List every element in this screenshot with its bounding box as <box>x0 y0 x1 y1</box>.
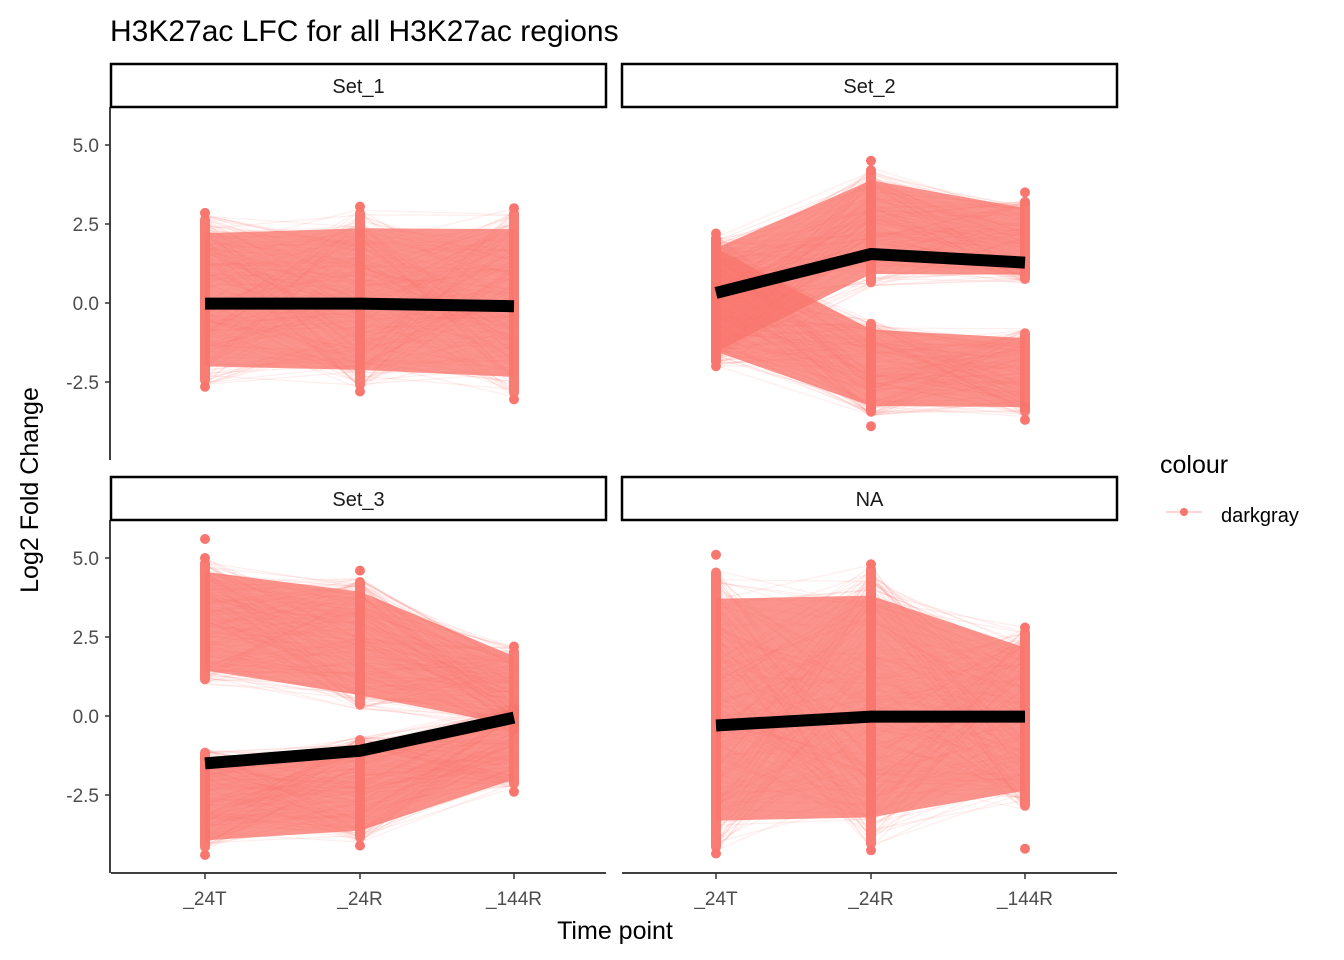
y-tick-label: -2.5 <box>66 786 99 807</box>
data-point <box>711 228 721 239</box>
data-point <box>355 840 365 851</box>
facet-strip-label: NA <box>856 489 884 511</box>
y-tick-label: 2.5 <box>73 628 99 649</box>
data-point <box>355 201 365 212</box>
x-tick-label: _24R <box>847 889 893 910</box>
data-point <box>509 641 519 652</box>
data-point <box>200 381 210 392</box>
facet-panels: Set_1 5.0 2.5 0.0 -2.5 Set_2 Set_3 5.0 2.5 0.0 -2.… <box>66 62 1119 910</box>
data-point <box>355 386 365 397</box>
data-point <box>200 207 210 218</box>
individual-region-lines <box>711 166 1030 418</box>
legend: colour darkgray <box>1160 451 1299 527</box>
mean-line <box>204 711 516 770</box>
mean-line <box>714 248 1026 299</box>
data-point <box>711 361 721 372</box>
data-point <box>1020 187 1030 198</box>
data-point <box>200 553 210 563</box>
y-tick-label: -2.5 <box>66 373 99 394</box>
data-point <box>866 405 876 416</box>
x-axis-title: Time point <box>557 917 673 945</box>
facet-panel: NA _24T _24R _144R <box>620 475 1119 910</box>
y-tick-label: 0.0 <box>73 294 99 315</box>
data-point <box>866 155 876 166</box>
individual-region-lines <box>200 557 519 852</box>
data-point <box>866 165 876 176</box>
x-tick-label: _24R <box>336 889 382 910</box>
facet-strip <box>620 475 1119 522</box>
y-tick-label: 5.0 <box>73 549 99 570</box>
data-point <box>1020 402 1030 413</box>
x-tick-label: _24T <box>693 889 738 910</box>
data-point <box>1020 196 1030 207</box>
chart-title: H3K27ac LFC for all H3K27ac regions <box>110 15 619 48</box>
y-tick-label: 2.5 <box>73 215 99 236</box>
data-point <box>866 845 876 856</box>
legend-key-point <box>1180 508 1188 516</box>
data-point <box>509 203 519 214</box>
x-tick-label: _24T <box>182 889 227 910</box>
data-point <box>866 421 876 432</box>
region-density-area <box>716 248 1025 407</box>
mean-line <box>715 710 1025 732</box>
mean-line <box>205 297 515 313</box>
x-tick-label: _144R <box>485 889 542 910</box>
data-point <box>1020 843 1030 854</box>
facet-strip <box>620 62 1119 109</box>
y-tick-label: 0.0 <box>73 707 99 728</box>
individual-region-lines <box>200 208 519 398</box>
facet-panel: Set_2 <box>620 62 1119 432</box>
y-axis-title: Log2 Fold Change <box>16 387 44 593</box>
facet-panel: Set_3 5.0 2.5 0.0 -2.5 _24T _24R _144R <box>66 475 608 910</box>
facet-panel: Set_1 5.0 2.5 0.0 -2.5 <box>66 62 608 460</box>
legend-label: darkgray <box>1221 505 1299 527</box>
region-density-area <box>716 595 1025 821</box>
facet-strip <box>109 475 608 522</box>
region-density-area <box>205 571 514 726</box>
facet-strip-label: Set_1 <box>332 76 384 98</box>
legend-title: colour <box>1160 451 1228 479</box>
x-tick-label: _144R <box>996 889 1053 910</box>
data-point <box>200 850 210 860</box>
facet-strip <box>109 62 608 109</box>
data-point <box>355 565 365 576</box>
data-point <box>866 559 876 570</box>
data-point <box>1020 622 1030 633</box>
individual-region-lines <box>711 564 1030 852</box>
region-density-area <box>205 712 514 841</box>
data-point <box>711 848 721 859</box>
data-point <box>200 534 210 544</box>
y-tick-label: 5.0 <box>73 136 99 157</box>
data-point <box>509 786 519 797</box>
facet-strip-label: Set_2 <box>843 76 895 98</box>
facet-strip-label: Set_3 <box>332 489 384 511</box>
data-point <box>509 394 519 405</box>
data-point <box>711 549 721 560</box>
data-point <box>1020 414 1030 425</box>
